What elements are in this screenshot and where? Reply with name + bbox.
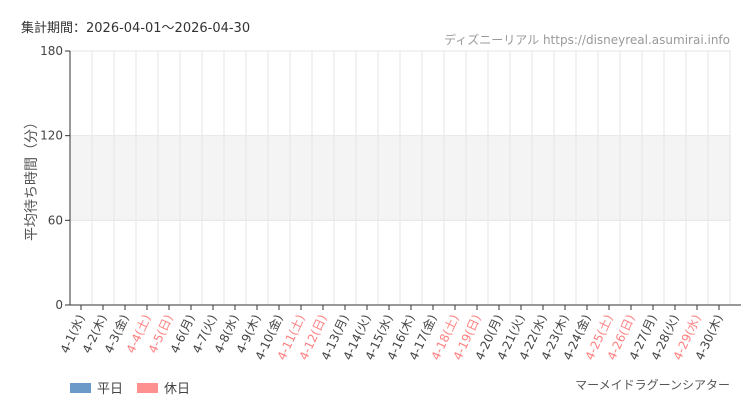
y-tick-label: 0 <box>55 298 63 312</box>
legend-swatch <box>137 382 159 393</box>
facility-name: マーメイドラグーンシアター <box>575 378 730 392</box>
legend-weekday: 平日 <box>70 378 123 397</box>
legend-swatch <box>70 382 91 393</box>
legend-label: 休日 <box>164 382 191 397</box>
y-tick-label: 180 <box>40 44 63 58</box>
site-credit: ディズニーリアル https://disneyreal.asumirai.inf… <box>444 33 730 47</box>
y-tick-label: 120 <box>40 129 63 143</box>
y-axis-label: 平均待ち時間（分） <box>24 115 40 241</box>
legend-label: 平日 <box>97 382 124 397</box>
legend: 平日 休日 <box>70 378 190 397</box>
y-tick-label: 60 <box>48 213 63 227</box>
legend-holiday: 休日 <box>137 378 190 397</box>
period-label: 集計期間：2026-04-01〜2026-04-30 <box>21 21 251 36</box>
